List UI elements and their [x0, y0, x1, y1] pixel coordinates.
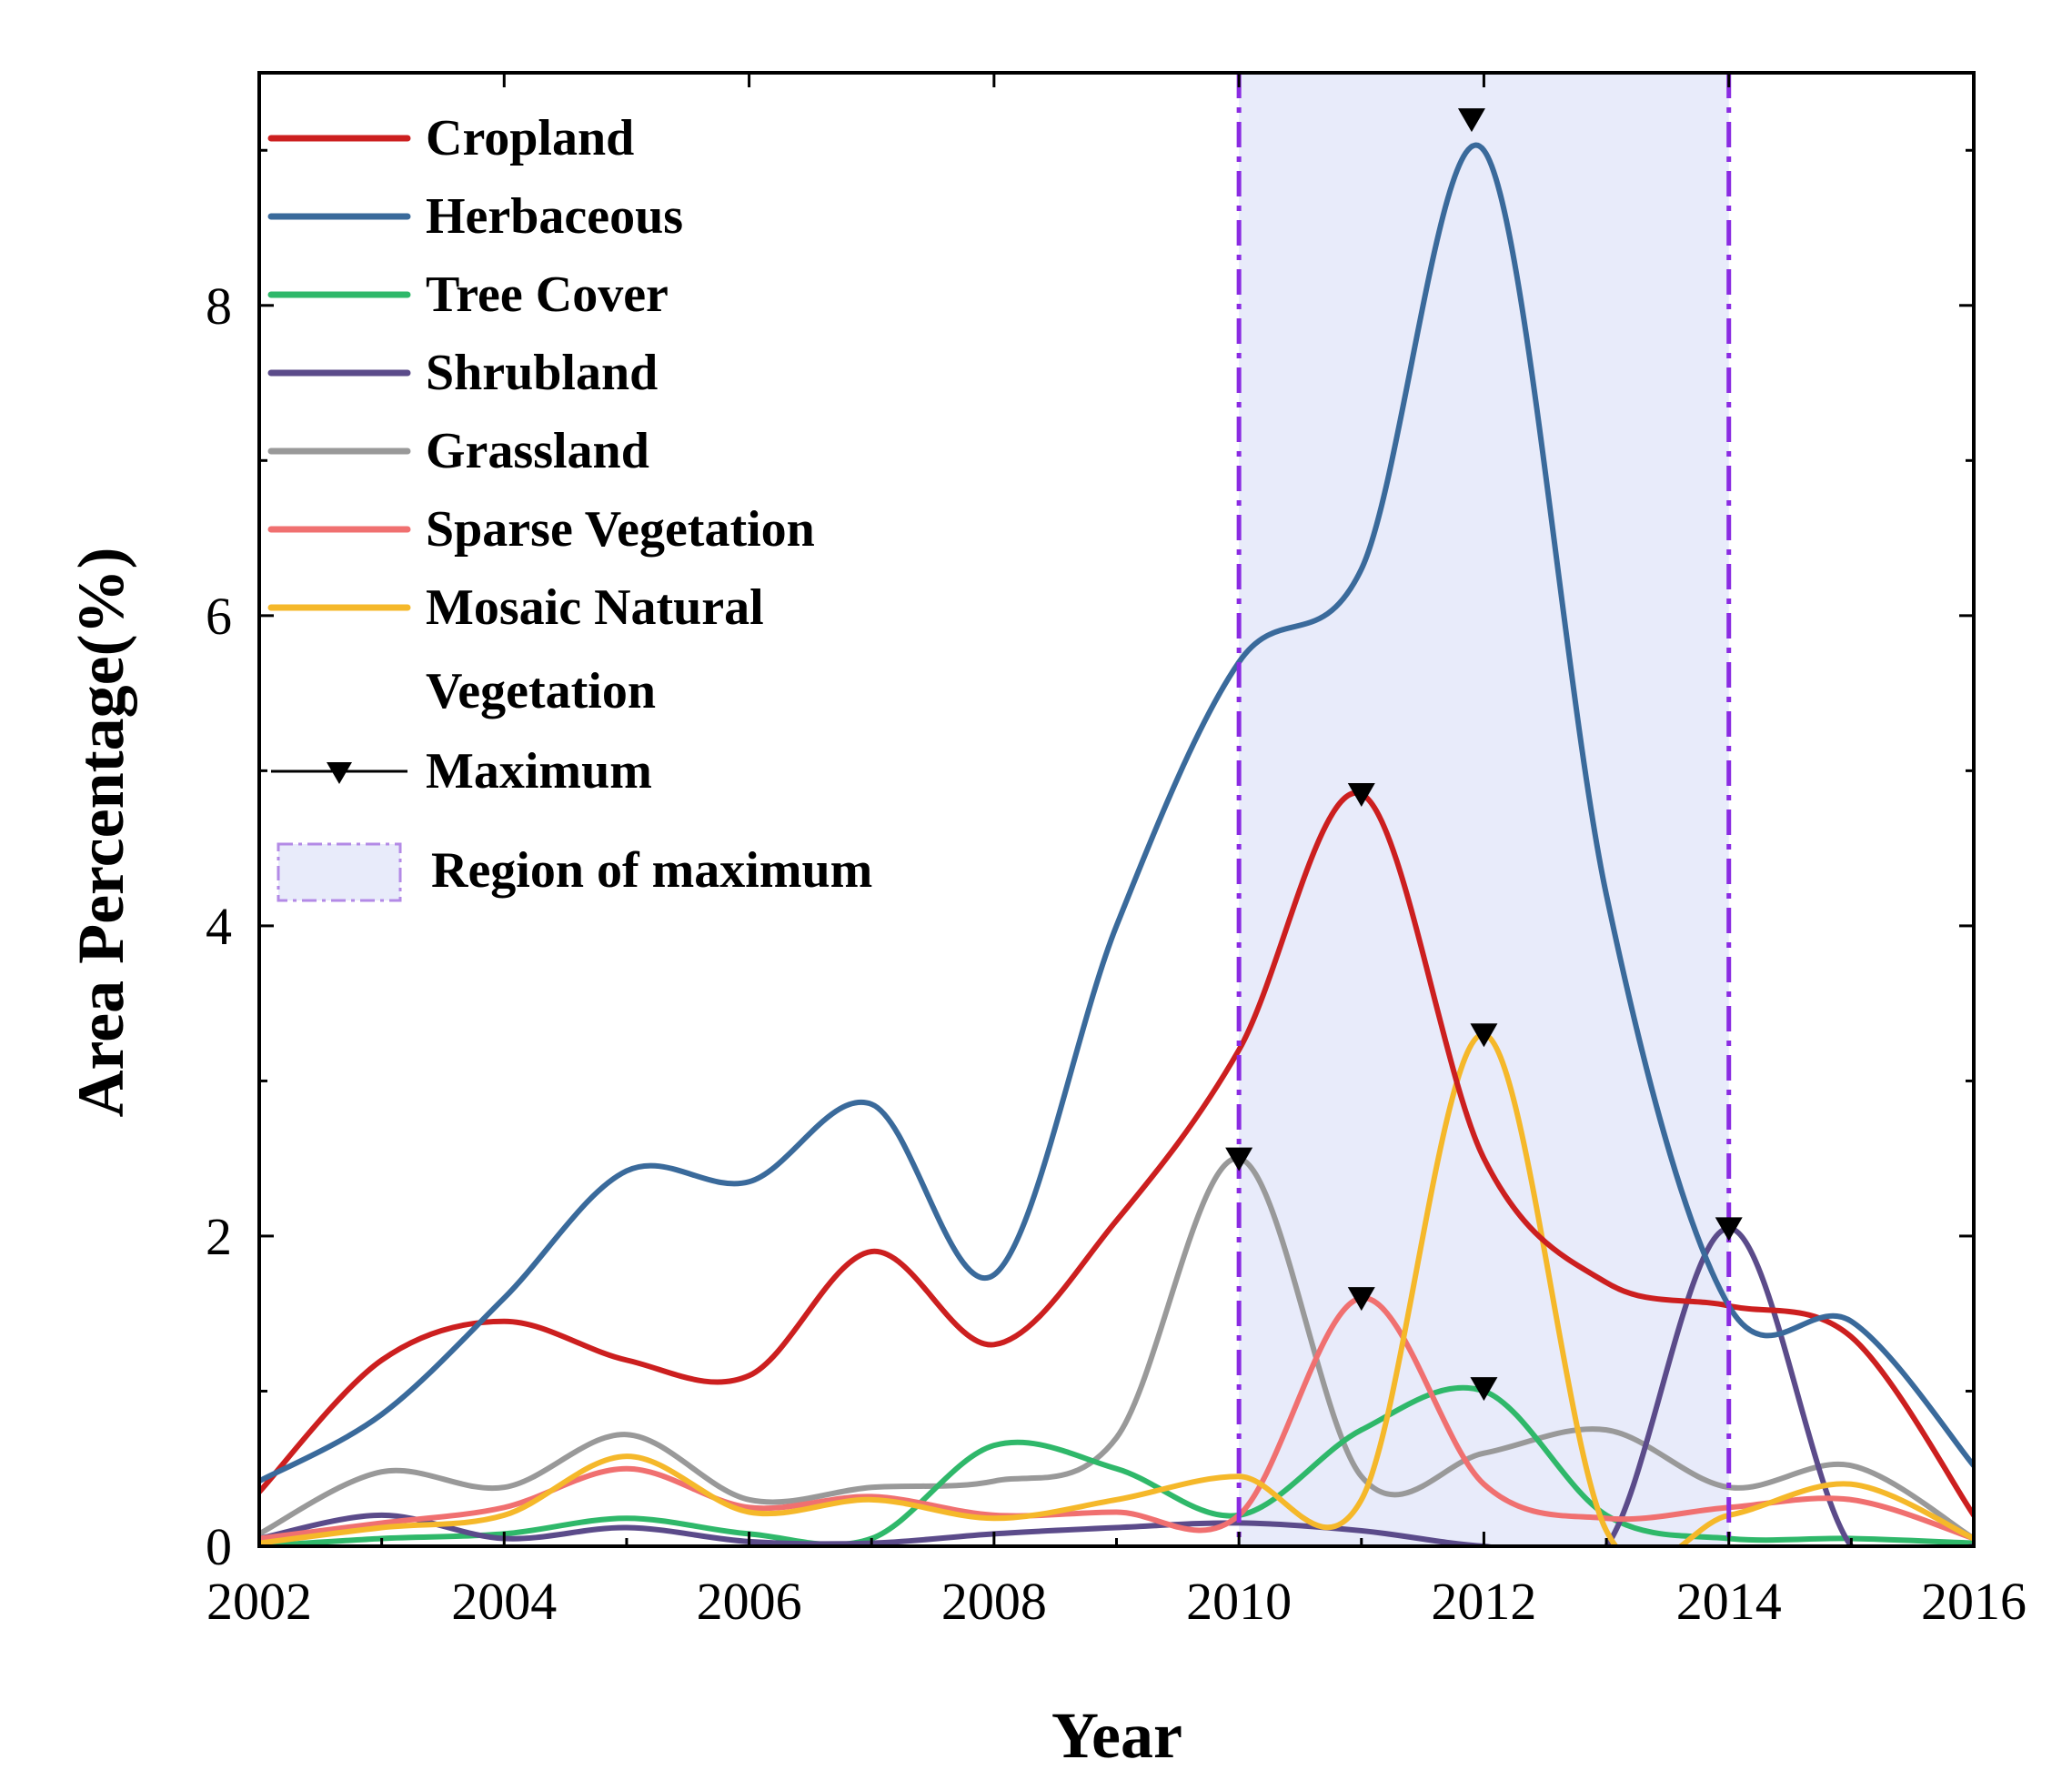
region-of-maximum-band [1239, 73, 1729, 1546]
maximum-marker [1470, 1377, 1498, 1402]
legend-region-swatch [277, 842, 402, 902]
x-tick-label: 2006 [697, 1572, 802, 1631]
y-tick-label: 6 [206, 587, 232, 646]
x-tick-label: 2012 [1431, 1572, 1536, 1631]
legend-label: Grassland [426, 423, 649, 479]
maxima-layer [1225, 108, 1743, 1402]
series-line-mosaic-natural-vegetation [259, 1031, 1974, 1546]
y-tick-label: 4 [206, 897, 232, 956]
series-line-grassland [259, 1155, 1974, 1542]
legend: Cropland Herbaceous Tree Cover Shrubland Gra… [267, 110, 872, 902]
legend-label: Shrubland [426, 345, 658, 401]
maximum-marker [1457, 108, 1485, 133]
legend-entries: Cropland Herbaceous Tree Cover Shrubland Gra… [267, 110, 815, 636]
legend-region-label: Region of maximum [431, 842, 872, 899]
legend-label: Mosaic Natural [426, 579, 764, 636]
series-line-tree-cover [259, 1384, 1974, 1546]
legend-label: Tree Cover [426, 266, 669, 323]
x-tick-label: 2008 [941, 1572, 1047, 1631]
legend-label: Herbaceous [426, 188, 683, 245]
y-tick-label: 8 [206, 277, 232, 336]
legend-label: Sparse Vegetation [426, 501, 815, 558]
y-tick-label: 2 [206, 1207, 232, 1266]
ticks-layer: 2002 2004 2006 2008 2010 2012 2014 2016 0 2 4 6 8 [206, 73, 2027, 1631]
x-axis-title: Year [1051, 1699, 1182, 1772]
legend-label: Cropland [426, 110, 634, 166]
maximum-marker [1470, 1023, 1498, 1048]
legend-maximum-marker-icon [327, 762, 352, 784]
maximum-marker [1347, 782, 1375, 807]
x-tick-label: 2002 [206, 1572, 312, 1631]
x-tick-label: 2004 [451, 1572, 557, 1631]
series-line-cropland [259, 789, 1974, 1518]
maximum-marker [1225, 1147, 1253, 1172]
x-tick-label: 2010 [1186, 1572, 1292, 1631]
legend-maximum-label: Maximum [426, 743, 652, 799]
maximum-marker [1347, 1287, 1375, 1312]
series-layer [259, 142, 1974, 1546]
y-tick-label: 0 [206, 1517, 232, 1576]
maximum-marker [1715, 1217, 1743, 1242]
x-tick-label: 2016 [1921, 1572, 2027, 1631]
y-axis-title: Area Percentage(%) [65, 547, 137, 1117]
series-line-herbaceous [259, 142, 1974, 1484]
x-tick-label: 2014 [1676, 1572, 1782, 1631]
legend-mosaic-line2: Vegetation [426, 663, 656, 719]
series-line-shrubland [259, 1225, 1974, 1546]
